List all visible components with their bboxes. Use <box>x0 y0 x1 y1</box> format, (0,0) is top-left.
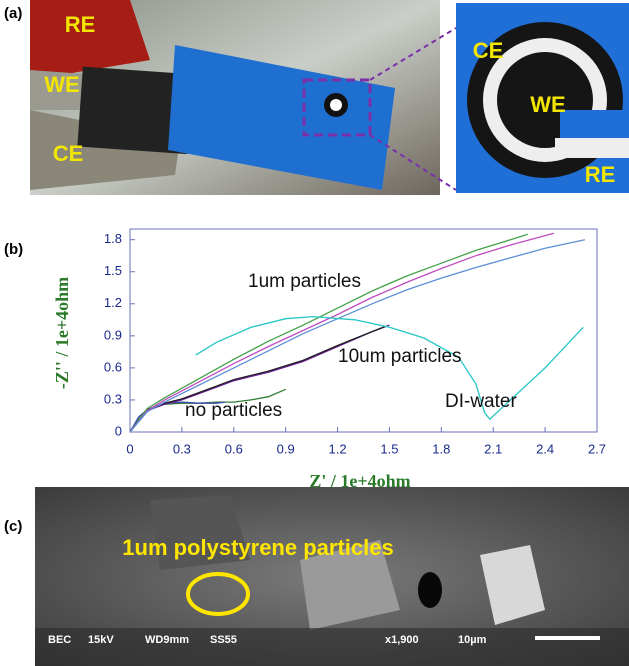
photo-label: WE <box>44 72 79 97</box>
y-tick-label: 0.3 <box>104 391 122 406</box>
x-tick-label: 0.6 <box>225 441 243 456</box>
x-tick-label: 0.9 <box>277 441 295 456</box>
panel-label: (c) <box>4 518 22 535</box>
sem-info-text: 15kV <box>88 634 114 646</box>
photo-label: CE <box>53 141 84 166</box>
y-tick-label: 0.6 <box>104 359 122 374</box>
x-tick-label: 2.7 <box>588 441 606 456</box>
x-tick-label: 2.4 <box>536 441 554 456</box>
x-tick-label: 2.1 <box>484 441 502 456</box>
sem-caption: 1um polystyrene particles <box>122 535 393 560</box>
y-tick-label: 1.5 <box>104 263 122 278</box>
y-tick-label: 0.9 <box>104 327 122 342</box>
sem-info-text: BEC <box>48 634 71 646</box>
x-tick-label: 1.8 <box>432 441 450 456</box>
sem-info-text: SS55 <box>210 634 237 646</box>
y-tick-label: 1.8 <box>104 231 122 246</box>
photo-label: RE <box>65 12 96 37</box>
panel-label: (b) <box>4 241 23 258</box>
zoom-label: WE <box>530 92 565 117</box>
annotation: 1um particles <box>248 271 361 292</box>
annotation: DI-water <box>445 391 517 412</box>
panel-label: (a) <box>4 5 22 22</box>
zoom-label: RE <box>585 162 616 187</box>
zoom-label: CE <box>473 38 504 63</box>
figure: (a) RE WE CE CE WE RE (b) Z' / 1e+4ohm -… <box>0 0 629 666</box>
y-tick-label: 1.2 <box>104 295 122 310</box>
sem-info-text: x1,900 <box>385 634 419 646</box>
x-tick-label: 1.2 <box>329 441 347 456</box>
y-axis-title: -Z'' / 1e+4ohm <box>52 277 72 389</box>
x-tick-label: 0 <box>126 441 133 456</box>
x-tick-label: 1.5 <box>380 441 398 456</box>
sem-info-text: WD9mm <box>145 634 189 646</box>
sem-image <box>35 487 629 666</box>
annotation: no particles <box>185 400 282 421</box>
x-tick-label: 0.3 <box>173 441 191 456</box>
y-tick-label: 0 <box>115 423 122 438</box>
sem-info-text: 10µm <box>458 634 487 646</box>
annotation: 10um particles <box>338 346 462 367</box>
